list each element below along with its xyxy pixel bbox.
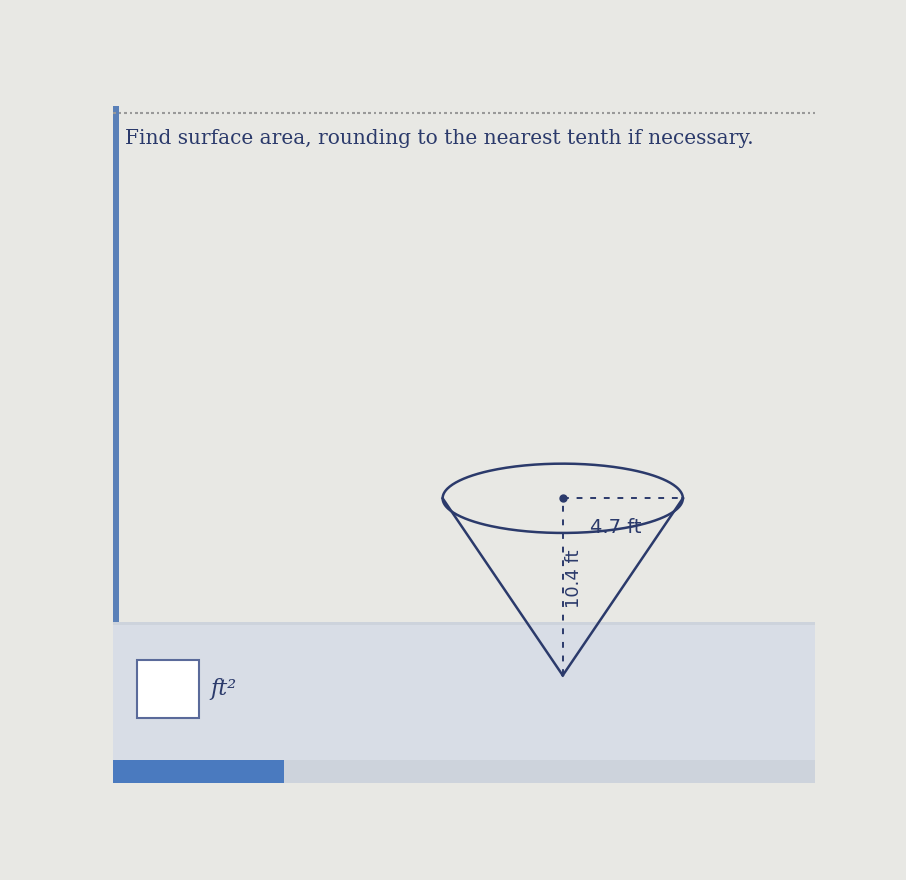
Bar: [113, 621, 815, 783]
Bar: [113, 760, 284, 783]
Text: Find surface area, rounding to the nearest tenth if necessary.: Find surface area, rounding to the neare…: [125, 128, 754, 148]
Bar: [113, 106, 120, 783]
Bar: [113, 626, 815, 760]
Text: ft²: ft²: [210, 678, 236, 700]
Text: 4.7 ft: 4.7 ft: [590, 518, 641, 537]
Bar: [137, 660, 198, 718]
Text: 10.4 ft: 10.4 ft: [564, 550, 583, 608]
